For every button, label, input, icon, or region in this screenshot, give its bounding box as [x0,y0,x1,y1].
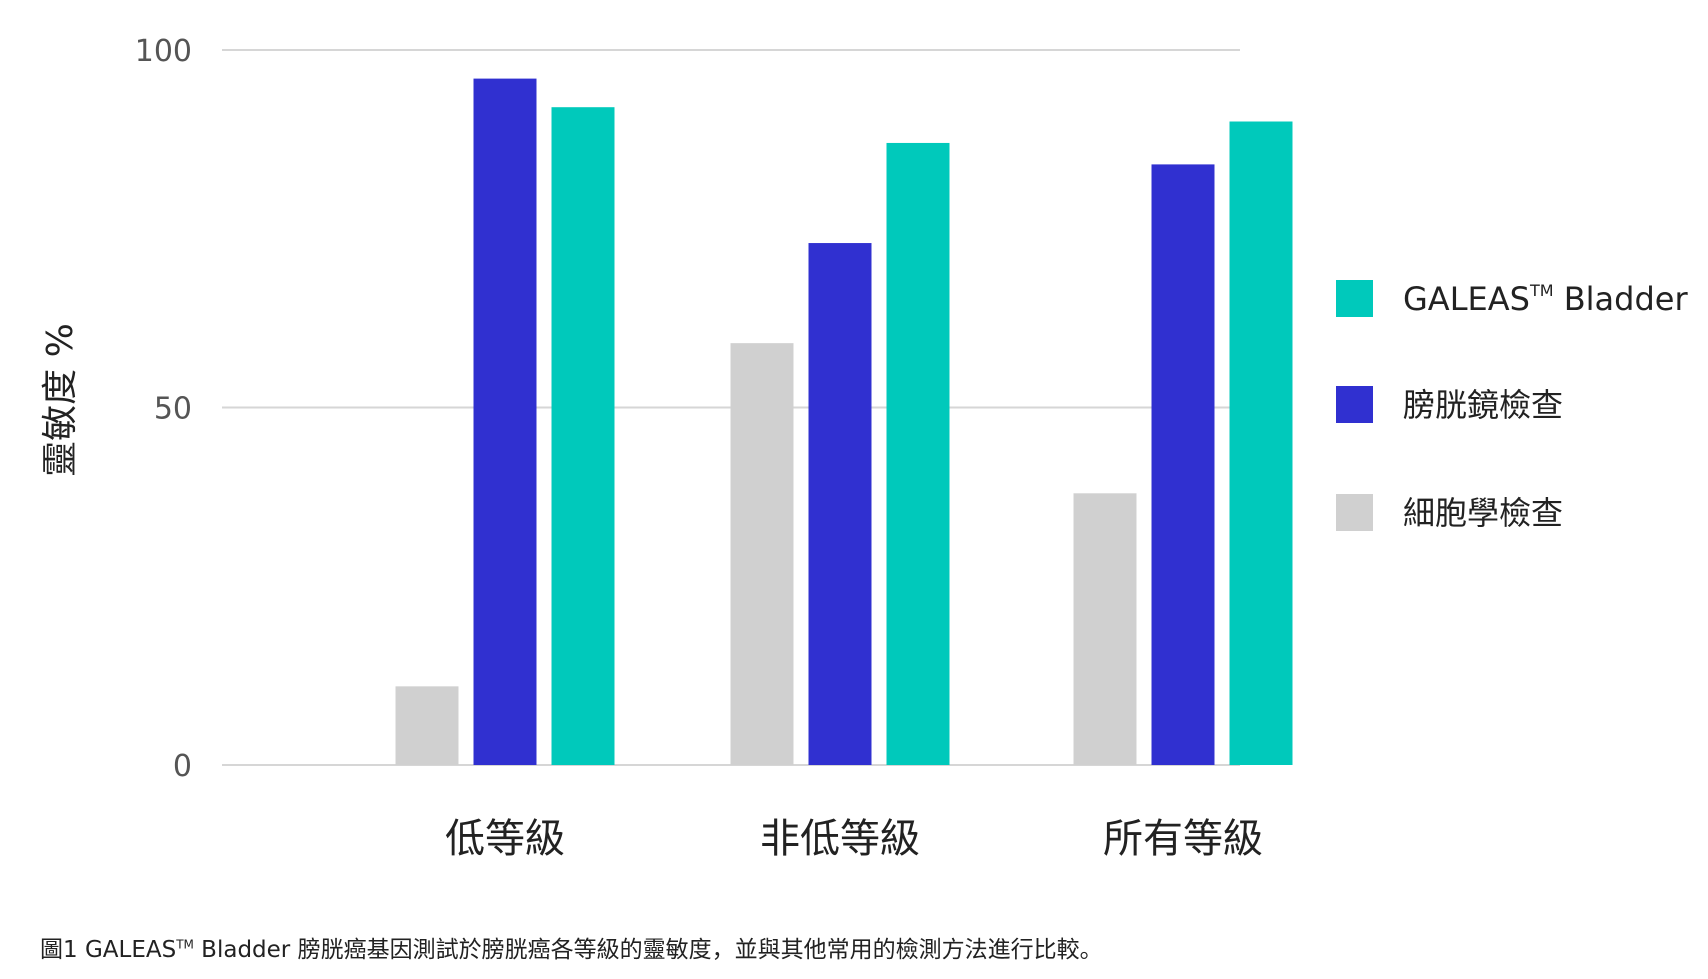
legend-label: GALEASTM Bladder [1403,280,1688,318]
bar [730,343,794,765]
legend-swatch [1336,280,1373,317]
legend-trademark: TM [1529,281,1554,300]
x-category-label: 低等級 [445,816,565,862]
y-tick-label: 0 [173,749,192,784]
bar [808,243,872,766]
bars [395,78,1293,766]
figure-caption: 圖1 GALEASTM Bladder 膀胱癌基因測試於膀胱癌各等級的靈敏度，並… [40,930,1103,964]
bar [551,107,615,765]
bar [1229,121,1293,765]
legend-swatch [1336,494,1373,531]
bar [473,78,537,766]
y-tick-label: 100 [135,34,192,69]
caption-trademark: TM [176,937,194,952]
y-axis-label: 靈敏度 % [40,323,81,477]
caption-suffix: Bladder 膀胱癌基因測試於膀胱癌各等級的靈敏度，並與其他常用的檢測方法進行… [193,937,1103,963]
sensitivity-bar-chart: 100 50 0 低等級 非低等級 所有等級 靈敏度 % GALEASTM Bladde… [40,34,1688,862]
bar [1151,164,1215,765]
legend-label-suffix: Bladder [1554,280,1689,318]
legend-label-text: 細胞學檢查 [1403,494,1563,532]
legend-label: 膀胱鏡檢查 [1403,386,1563,424]
y-axis-ticks: 100 50 0 [135,34,192,784]
caption-prefix: 圖1 GALEAS [40,937,177,963]
x-category-label: 非低等級 [760,816,920,862]
bar [1073,493,1137,765]
y-tick-label: 50 [154,392,192,427]
legend-label: 細胞學檢查 [1403,494,1563,532]
legend-swatch [1336,386,1373,423]
legend-label-text: 膀胱鏡檢查 [1403,386,1563,424]
bar [886,142,950,765]
x-axis-categories: 低等級 非低等級 所有等級 [445,816,1263,862]
bar [395,686,459,765]
legend-label-text: GALEAS [1403,280,1530,318]
x-category-label: 所有等級 [1103,816,1263,862]
